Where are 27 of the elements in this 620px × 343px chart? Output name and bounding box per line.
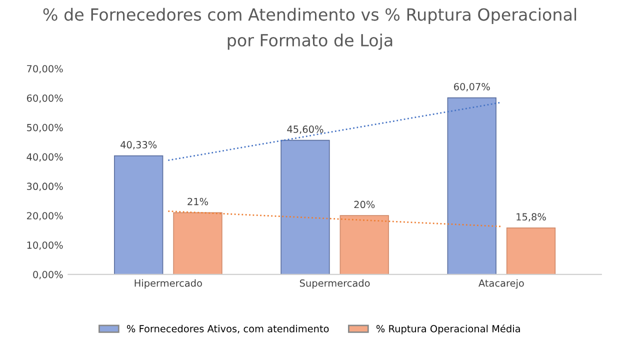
legend-label: % Fornecedores Ativos, com atendimento [126, 324, 329, 334]
data-label: 21% [188, 198, 208, 206]
data-label: 60,07% [454, 83, 490, 92]
bar [280, 140, 330, 274]
bar [506, 228, 556, 274]
y-tick-label: 10,00% [27, 241, 63, 250]
bar [114, 155, 164, 274]
data-label: 40,33% [120, 141, 157, 150]
y-tick-label: 0,00% [33, 270, 63, 280]
data-label: 20% [354, 200, 375, 208]
y-tick-label: 60,00% [26, 94, 63, 103]
chart-subtitle: por Formato de Loja [228, 34, 392, 50]
bar [340, 215, 389, 274]
y-tick-label: 20,00% [26, 212, 63, 220]
y-tick-label: 70,00% [27, 65, 63, 74]
x-tick-label: Atacarejo [478, 279, 524, 289]
data-label: 45,60% [287, 126, 324, 134]
chart-title: % de Fornecedores com Atendimento vs % Ruptura Operacional [43, 8, 576, 24]
data-label: 15,8% [516, 213, 546, 222]
legend-label: % Ruptura Operacional Média [376, 324, 520, 334]
y-tick-label: 40,00% [26, 153, 63, 162]
bar [447, 97, 496, 274]
y-tick-label: 50,00% [27, 124, 63, 132]
x-tick-label: Supermercado [300, 279, 370, 289]
x-tick-label: Hipermercado [134, 279, 202, 289]
y-tick-label: 30,00% [27, 182, 63, 192]
bar [173, 212, 222, 274]
